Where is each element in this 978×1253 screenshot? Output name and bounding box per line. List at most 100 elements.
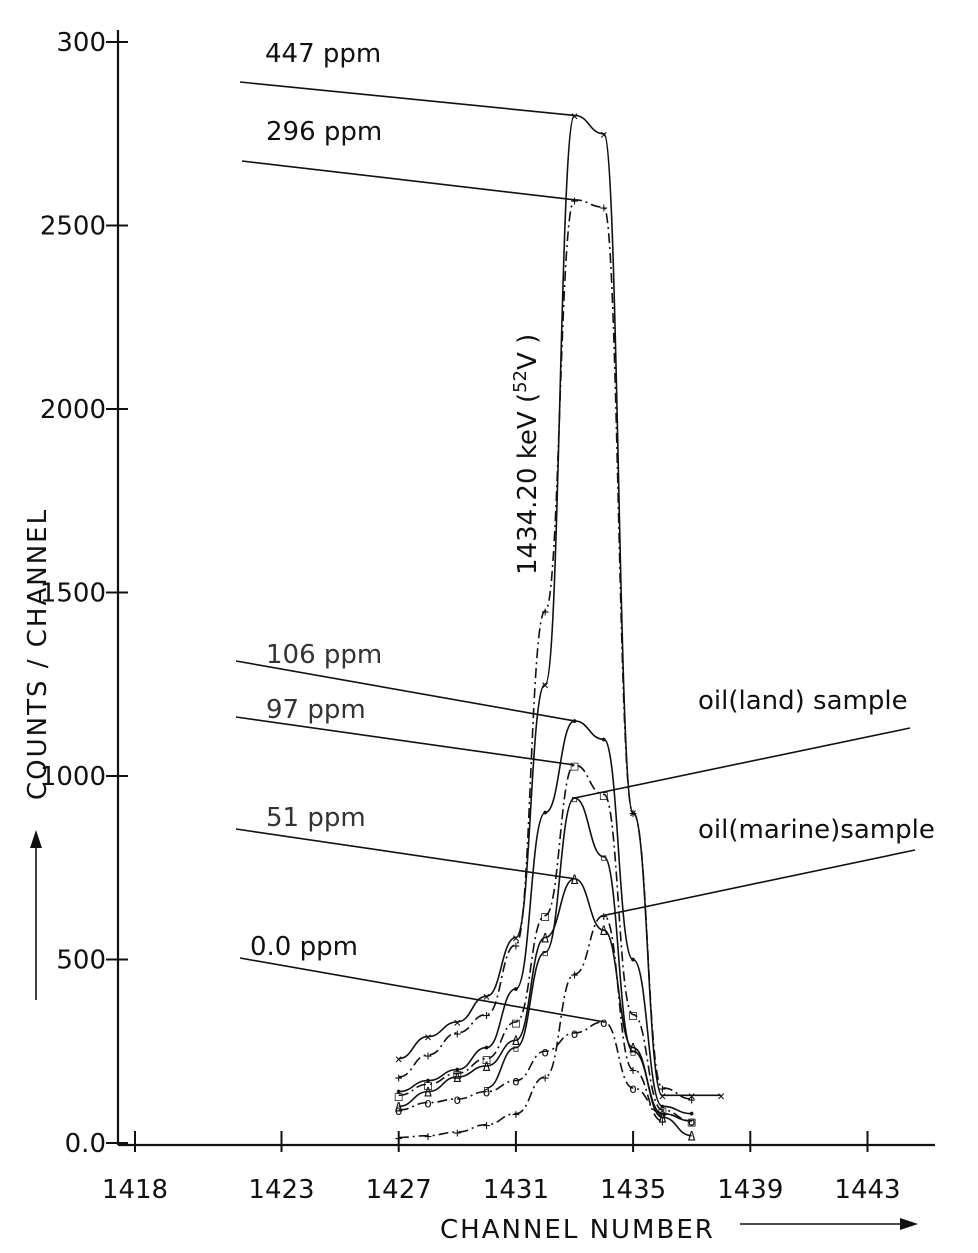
y-tick-label-1: 500 bbox=[56, 946, 106, 976]
y-tick-label-6: 300 bbox=[56, 28, 106, 58]
point-1-0: + bbox=[395, 1071, 403, 1086]
point-0-5: × bbox=[541, 678, 549, 693]
series-line-7 bbox=[398, 914, 663, 1139]
point-6-3: ▫ bbox=[571, 792, 579, 807]
leader-line-4 bbox=[235, 828, 575, 880]
x-tick-label-2: 1427 bbox=[366, 1175, 432, 1205]
svg-text:1434.20 keV (52V ): 1434.20 keV (52V ) bbox=[510, 334, 543, 575]
point-3-0: □ bbox=[395, 1089, 403, 1104]
point-3-8: □ bbox=[629, 1009, 637, 1024]
x-axis-arrow bbox=[740, 1218, 918, 1230]
point-3-6: □ bbox=[571, 759, 579, 774]
leader-line-0 bbox=[239, 81, 575, 117]
series-line-1 bbox=[398, 199, 692, 1100]
point-0-9: × bbox=[658, 1089, 666, 1104]
annotation-0: 447 ppm bbox=[265, 39, 381, 69]
x-tick-label-5: 1439 bbox=[717, 1175, 783, 1205]
annotations-group: 447 ppm 296 ppm 106 ppm 97 ppm 51 ppm 0.0 ppm… bbox=[235, 39, 935, 1023]
annotation-1: 296 ppm bbox=[266, 117, 382, 147]
x-tick-label-0: 1418 bbox=[102, 1175, 168, 1205]
point-0-11: × bbox=[717, 1089, 725, 1104]
point-4-4: Δ bbox=[512, 1034, 520, 1049]
point-2-1: • bbox=[424, 1075, 432, 1090]
y-axis-title: COUNTS / CHANNEL bbox=[23, 508, 53, 800]
annotation-3: 97 ppm bbox=[266, 695, 366, 725]
leader-line-5 bbox=[239, 957, 604, 1023]
point-7-3: + bbox=[483, 1119, 491, 1134]
series-line-5 bbox=[398, 1021, 692, 1122]
point-4-9: Δ bbox=[658, 1111, 666, 1126]
point-4-8: Δ bbox=[629, 1042, 637, 1057]
point-3-3: □ bbox=[483, 1053, 491, 1068]
point-6-1: ▫ bbox=[512, 1042, 520, 1057]
tick-group: 0.0 500 1000 1500 2000 2500 300 1418 1423 1427 143… bbox=[40, 28, 901, 1205]
point-1-8: + bbox=[629, 807, 637, 822]
point-2-8: • bbox=[629, 954, 637, 969]
point-7-8: + bbox=[629, 1064, 637, 1079]
point-1-7: + bbox=[600, 201, 608, 216]
annotation-2: 106 ppm bbox=[266, 640, 382, 670]
point-4-0: Δ bbox=[395, 1100, 403, 1115]
annotation-4: 51 ppm bbox=[266, 803, 366, 833]
point-4-1: Δ bbox=[424, 1086, 432, 1101]
point-6-6: ▫ bbox=[658, 1108, 666, 1123]
leader-line-3 bbox=[235, 716, 575, 766]
point-1-9: + bbox=[658, 1082, 666, 1097]
point-3-2: □ bbox=[453, 1067, 461, 1082]
point-7-2: + bbox=[453, 1126, 461, 1141]
point-4-5: Δ bbox=[541, 931, 549, 946]
point-3-5: □ bbox=[541, 909, 549, 924]
x-tick-label-6: 1443 bbox=[834, 1175, 900, 1205]
point-6-2: ▫ bbox=[541, 946, 549, 961]
point-5-0: o bbox=[395, 1104, 403, 1119]
annotation-6: oil(land) sample bbox=[698, 686, 908, 716]
point-2-3: • bbox=[483, 1042, 491, 1057]
point-6-5: ▫ bbox=[629, 1045, 637, 1060]
point-0-8: × bbox=[629, 807, 637, 822]
point-0-0: × bbox=[395, 1053, 403, 1068]
point-1-2: + bbox=[453, 1027, 461, 1042]
point-5-6: o bbox=[571, 1027, 579, 1042]
point-0-6: × bbox=[571, 109, 579, 124]
series-line-0 bbox=[398, 114, 721, 1097]
point-0-4: × bbox=[512, 931, 520, 946]
point-7-9: + bbox=[658, 1115, 666, 1130]
point-5-8: o bbox=[629, 1082, 637, 1097]
point-2-10: • bbox=[688, 1108, 696, 1123]
point-5-10: o bbox=[688, 1115, 696, 1130]
y-tick-label-3: 1500 bbox=[40, 579, 106, 609]
leader-line-1 bbox=[241, 160, 575, 201]
series-line-2 bbox=[398, 720, 692, 1115]
point-5-4: o bbox=[512, 1075, 520, 1090]
point-4-10: Δ bbox=[688, 1130, 696, 1145]
point-4-3: Δ bbox=[483, 1060, 491, 1075]
x-tick-label-1: 1423 bbox=[248, 1175, 314, 1205]
point-2-4: • bbox=[512, 983, 520, 998]
point-0-3: × bbox=[483, 990, 491, 1005]
x-tick-label-3: 1431 bbox=[483, 1175, 549, 1205]
annotation-5: 0.0 ppm bbox=[250, 932, 358, 962]
point-5-9: o bbox=[658, 1108, 666, 1123]
peak-label-main: 1434.20 keV ( bbox=[513, 393, 543, 575]
point-2-5: • bbox=[541, 807, 549, 822]
peak-label: 1434.20 keV (52V ) bbox=[510, 334, 543, 575]
point-7-5: + bbox=[541, 1071, 549, 1086]
point-1-6: + bbox=[571, 194, 579, 209]
point-1-1: + bbox=[424, 1049, 432, 1064]
point-4-2: Δ bbox=[453, 1071, 461, 1086]
point-2-7: • bbox=[600, 733, 608, 748]
point-3-10: □ bbox=[688, 1115, 696, 1130]
point-7-0: + bbox=[395, 1131, 403, 1146]
point-2-9: • bbox=[658, 1100, 666, 1115]
x-tick-label-4: 1435 bbox=[600, 1175, 666, 1205]
point-4-6: Δ bbox=[571, 873, 579, 888]
point-6-4: ▫ bbox=[600, 851, 608, 866]
point-3-1: □ bbox=[424, 1078, 432, 1093]
point-5-5: o bbox=[541, 1045, 549, 1060]
point-5-7: o bbox=[600, 1016, 608, 1031]
point-7-6: + bbox=[571, 968, 579, 983]
series-line-3 bbox=[398, 764, 692, 1122]
point-3-9: □ bbox=[658, 1104, 666, 1119]
points-group: ×××××××××× × ×+++++++ ++++•••••••••• •□□□□□□… bbox=[395, 109, 725, 1146]
